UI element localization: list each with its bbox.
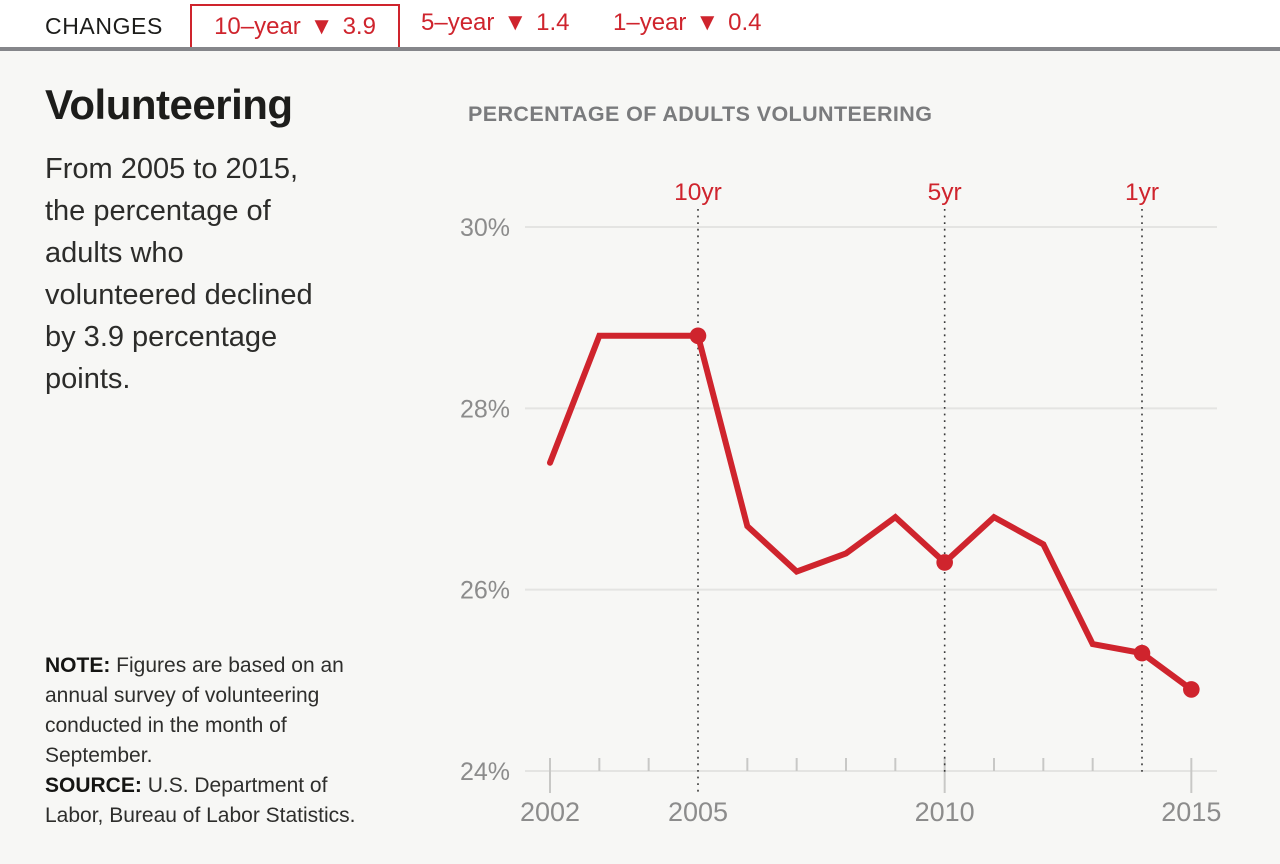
down-triangle-icon: ▼ [309, 12, 334, 40]
data-point [689, 327, 707, 345]
x-tick-label: 2010 [915, 797, 975, 827]
content-area: Volunteering From 2005 to 2015, the perc… [0, 51, 1280, 864]
change-1-year: 1–year ▼ 0.4 [613, 9, 762, 37]
y-tick-label: 28% [460, 395, 510, 423]
chart-title: PERCENTAGE OF ADULTS VOLUNTEERING [468, 102, 933, 126]
data-line [547, 332, 1195, 693]
data-point [1133, 644, 1151, 662]
x-tick-label: 2002 [520, 797, 580, 827]
data-point [936, 554, 953, 571]
reference-label: 5yr [928, 179, 962, 206]
y-tick-label: 24% [460, 758, 510, 786]
change-10-year-value: 3.9 [342, 12, 376, 40]
summary-text: From 2005 to 2015, the percentage of adu… [45, 153, 313, 395]
x-tick-label: 2005 [668, 797, 728, 827]
changes-label: CHANGES [45, 13, 163, 39]
data-point [1183, 681, 1200, 698]
header-divider [0, 47, 1280, 51]
note-label: NOTE: [45, 654, 111, 677]
line-chart: 24% 26% 28% 30% 2002 2005 2010 2015 10yr 5yr 1yr [460, 179, 1221, 827]
y-tick-label: 26% [460, 577, 510, 605]
x-tick-label: 2015 [1161, 797, 1221, 827]
changes-bar: CHANGES 10–year ▼ 3.9 5–year ▼ 1.4 1–yea… [0, 0, 1280, 47]
change-5-year-value: 1.4 [536, 9, 570, 36]
source-text: U.S. Department of Labor, Bureau of Labo… [45, 774, 356, 827]
change-10-year-box: 10–year ▼ 3.9 [190, 4, 400, 47]
source-label: SOURCE: [45, 774, 142, 797]
change-10-year-period: 10–year [214, 12, 301, 40]
change-1-year-value: 0.4 [728, 9, 762, 36]
down-triangle-icon: ▼ [503, 9, 528, 36]
y-tick-label: 30% [460, 214, 510, 242]
change-1-year-period: 1–year [613, 9, 687, 36]
down-triangle-icon: ▼ [695, 9, 720, 36]
page-title: Volunteering [45, 81, 293, 128]
reference-label: 10yr [674, 179, 722, 206]
note-source-block: NOTE: Figures are based on an annual sur… [45, 651, 425, 831]
change-5-year: 5–year ▼ 1.4 [421, 9, 570, 37]
change-5-year-period: 5–year [421, 9, 495, 36]
reference-label: 1yr [1125, 179, 1159, 206]
note-text: Figures are based on an annual survey of… [45, 654, 344, 767]
